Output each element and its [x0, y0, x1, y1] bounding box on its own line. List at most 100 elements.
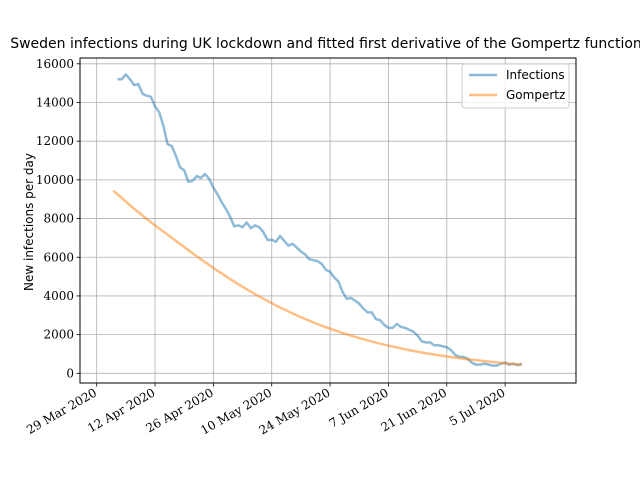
chart-title: Sweden infections during UK lockdown and… — [10, 36, 640, 52]
legend-label-infections: Infections — [506, 68, 565, 82]
data-point-infections — [291, 243, 293, 245]
data-point-infections — [133, 84, 135, 86]
data-point-infections — [233, 225, 235, 227]
data-point-infections — [271, 239, 273, 241]
data-point-infections — [141, 93, 143, 95]
data-point-infections — [350, 297, 352, 299]
data-point-gompertz — [196, 255, 198, 257]
data-point-gompertz — [425, 352, 427, 354]
data-point-infections — [145, 95, 147, 97]
data-point-infections — [425, 341, 427, 343]
data-point-gompertz — [504, 362, 506, 364]
y-axis-label: New infections per day — [22, 153, 36, 291]
data-point-gompertz — [154, 224, 156, 226]
data-point-infections — [496, 364, 498, 366]
data-point-gompertz — [258, 295, 260, 297]
data-point-infections — [354, 300, 356, 302]
data-point-infections — [116, 78, 118, 80]
grid-lines — [80, 58, 576, 383]
data-point-infections — [300, 250, 302, 252]
data-point-infections — [421, 340, 423, 342]
data-point-infections — [304, 253, 306, 255]
data-point-infections — [120, 78, 122, 80]
data-point-infections — [362, 307, 364, 309]
data-point-infections — [279, 235, 281, 237]
y-tick-label-10000: 10000 — [36, 173, 74, 187]
data-point-infections — [408, 329, 410, 331]
y-tick-label-8000: 8000 — [43, 212, 74, 226]
data-point-infections — [383, 324, 385, 326]
data-point-infections — [187, 181, 189, 183]
data-point-infections — [429, 341, 431, 343]
data-point-infections — [341, 291, 343, 293]
y-tick-label-16000: 16000 — [36, 57, 74, 71]
data-point-infections — [321, 263, 323, 265]
plot-frame — [79, 57, 577, 384]
data-point-infections — [450, 349, 452, 351]
data-point-infections — [158, 111, 160, 113]
series-line-gompertz — [112, 189, 522, 367]
data-point-infections — [175, 154, 177, 156]
data-point-infections — [241, 226, 243, 228]
y-tick-label-6000: 6000 — [43, 250, 74, 264]
data-point-gompertz — [466, 358, 468, 360]
data-point-gompertz — [112, 189, 114, 191]
data-point-gompertz — [175, 240, 177, 242]
data-point-infections — [396, 323, 398, 325]
data-point-gompertz — [300, 316, 302, 318]
data-point-gompertz — [404, 348, 406, 350]
data-point-infections — [191, 180, 193, 182]
data-point-infections — [308, 258, 310, 260]
data-point-gompertz — [341, 332, 343, 334]
data-point-infections — [162, 125, 164, 127]
data-point-gompertz — [321, 325, 323, 327]
legend-label-gompertz: Gompertz — [506, 88, 565, 102]
data-point-infections — [254, 224, 256, 226]
data-point-infections — [200, 177, 202, 179]
data-point-infections — [237, 224, 239, 226]
data-point-infections — [371, 311, 373, 313]
data-point-infections — [441, 345, 443, 347]
data-point-gompertz — [383, 344, 385, 346]
series-layer — [112, 73, 523, 367]
data-point-infections — [346, 298, 348, 300]
data-point-infections — [475, 363, 477, 365]
data-point-infections — [246, 221, 248, 223]
data-point-infections — [225, 208, 227, 210]
data-point-infections — [491, 364, 493, 366]
data-point-infections — [391, 327, 393, 329]
y-axis: 0 2000 4000 6000 8000 10000 12000 14000 16000 — [36, 57, 80, 380]
legend: Infections Gompertz — [461, 63, 570, 109]
series-infections — [116, 73, 523, 367]
data-point-gompertz — [237, 283, 239, 285]
y-tick-label-12000: 12000 — [36, 134, 74, 148]
data-point-infections — [333, 276, 335, 278]
data-point-infections — [437, 344, 439, 346]
data-point-infections — [129, 78, 131, 80]
data-point-infections — [179, 166, 181, 168]
data-point-infections — [471, 361, 473, 363]
series-line-infections — [117, 73, 523, 367]
data-point-infections — [316, 260, 318, 262]
data-point-infections — [487, 363, 489, 365]
data-point-infections — [266, 239, 268, 241]
data-point-infections — [416, 334, 418, 336]
data-point-infections — [412, 331, 414, 333]
data-point-infections — [216, 193, 218, 195]
data-point-infections — [296, 246, 298, 248]
data-point-infections — [479, 363, 481, 365]
data-point-gompertz — [279, 306, 281, 308]
data-point-infections — [171, 145, 173, 147]
data-point-infections — [250, 227, 252, 229]
y-tick-label-14000: 14000 — [36, 95, 74, 109]
data-point-infections — [379, 319, 381, 321]
data-point-infections — [283, 240, 285, 242]
data-point-infections — [212, 186, 214, 188]
data-point-infections — [196, 175, 198, 177]
data-point-infections — [275, 241, 277, 243]
data-point-infections — [312, 259, 314, 261]
data-point-infections — [208, 178, 210, 180]
data-point-infections — [433, 344, 435, 346]
data-point-infections — [262, 231, 264, 233]
